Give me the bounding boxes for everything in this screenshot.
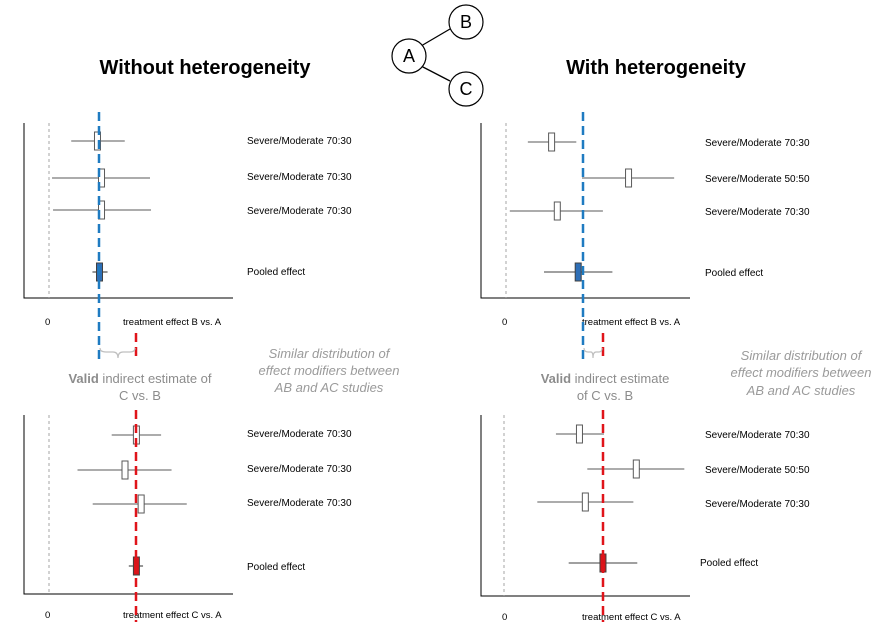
left-bottom-study-label: Severe/Moderate 70:30 [247, 498, 352, 509]
left-verdict-bold: Valid [68, 371, 98, 386]
study-estimate-box [553, 201, 561, 221]
right-verdict-line2: of C vs. B [577, 388, 633, 403]
right-verdict-line1: Valid indirect estimate [541, 371, 670, 386]
right-top-forest-marks [509, 132, 675, 282]
study-estimate-box [93, 131, 101, 151]
left-top-study-label: Severe/Moderate 70:30 [247, 136, 352, 147]
network-graph: A B C [391, 4, 484, 107]
left-bottom-axes [23, 415, 233, 595]
right-bottom-axes [480, 415, 690, 597]
left-note-line3: AB and AC studies [274, 380, 384, 395]
right-top-pooled-label: Pooled effect [705, 268, 763, 279]
right-bottom-zero-label: 0 [502, 612, 507, 623]
right-top-panel: 0 treatment effect B vs. A Severe/Modera… [480, 123, 810, 328]
node-c-label: C [460, 79, 473, 99]
study-estimate-box [581, 492, 589, 512]
right-bottom-panel: 0 treatment effect C vs. A Severe/Modera… [480, 415, 810, 623]
right-note-line3: AB and AC studies [746, 383, 856, 398]
left-top-axis-label: treatment effect B vs. A [123, 317, 222, 328]
left-top-study-label: Severe/Moderate 70:30 [247, 206, 352, 217]
node-a-label: A [403, 46, 415, 66]
left-verdict-rest: indirect estimate of [99, 371, 212, 386]
right-top-axis-label: treatment effect B vs. A [582, 317, 681, 328]
left-top-pooled-label: Pooled effect [247, 267, 305, 278]
study-estimate-box [121, 460, 129, 480]
study-estimate-box [98, 168, 106, 188]
left-title: Without heterogeneity [100, 57, 312, 79]
right-top-zero-label: 0 [502, 317, 507, 328]
left-bottom-zero-label: 0 [45, 610, 50, 621]
right-note-line2: effect modifiers between [731, 365, 872, 380]
right-bottom-axis-label: treatment effect C vs. A [582, 612, 681, 623]
right-top-study-label: Severe/Moderate 50:50 [705, 174, 810, 185]
left-difference-brace [99, 347, 136, 359]
node-b [448, 4, 484, 40]
left-bottom-study-label: Severe/Moderate 70:30 [247, 429, 352, 440]
left-verdict-line2: C vs. B [119, 388, 161, 403]
left-verdict-line1: Valid indirect estimate of [68, 371, 211, 386]
left-top-axes [23, 123, 233, 299]
right-note-line1: Similar distribution of [741, 348, 863, 363]
left-note-line1: Similar distribution of [269, 346, 391, 361]
left-note-line2: effect modifiers between [259, 363, 400, 378]
right-difference-brace [583, 347, 603, 359]
right-verdict-rest: indirect estimate [571, 371, 669, 386]
left-top-zero-label: 0 [45, 317, 50, 328]
right-bottom-study-label: Severe/Moderate 50:50 [705, 465, 810, 476]
study-estimate-box [625, 168, 633, 188]
edge-a-b [420, 28, 451, 47]
right-bottom-study-label: Severe/Moderate 70:30 [705, 430, 810, 441]
pooled-estimate-box [574, 262, 582, 282]
left-top-forest-marks [52, 131, 152, 282]
right-bottom-study-label: Severe/Moderate 70:30 [705, 499, 810, 510]
study-estimate-box [137, 494, 145, 514]
left-top-panel: 0 treatment effect B vs. A Severe/Modera… [23, 123, 352, 328]
node-a [391, 38, 427, 74]
right-bottom-pooled-label: Pooled effect [700, 558, 758, 569]
study-estimate-box [548, 132, 556, 152]
right-top-study-label: Severe/Moderate 70:30 [705, 138, 810, 149]
study-estimate-box [575, 424, 583, 444]
right-bottom-forest-marks [537, 424, 685, 573]
left-bottom-study-label: Severe/Moderate 70:30 [247, 464, 352, 475]
left-bottom-axis-label: treatment effect C vs. A [123, 610, 222, 621]
edge-a-c [420, 65, 451, 82]
right-top-study-label: Severe/Moderate 70:30 [705, 207, 810, 218]
left-top-study-label: Severe/Moderate 70:30 [247, 172, 352, 183]
left-bottom-pooled-label: Pooled effect [247, 562, 305, 573]
right-top-axes [480, 123, 690, 299]
study-estimate-box [632, 459, 640, 479]
left-bottom-forest-marks [77, 425, 187, 576]
left-bottom-panel: 0 treatment effect C vs. A Severe/Modera… [23, 415, 352, 621]
node-c [448, 71, 484, 107]
right-title: With heterogeneity [566, 57, 747, 79]
node-b-label: B [460, 12, 472, 32]
right-verdict-bold: Valid [541, 371, 571, 386]
